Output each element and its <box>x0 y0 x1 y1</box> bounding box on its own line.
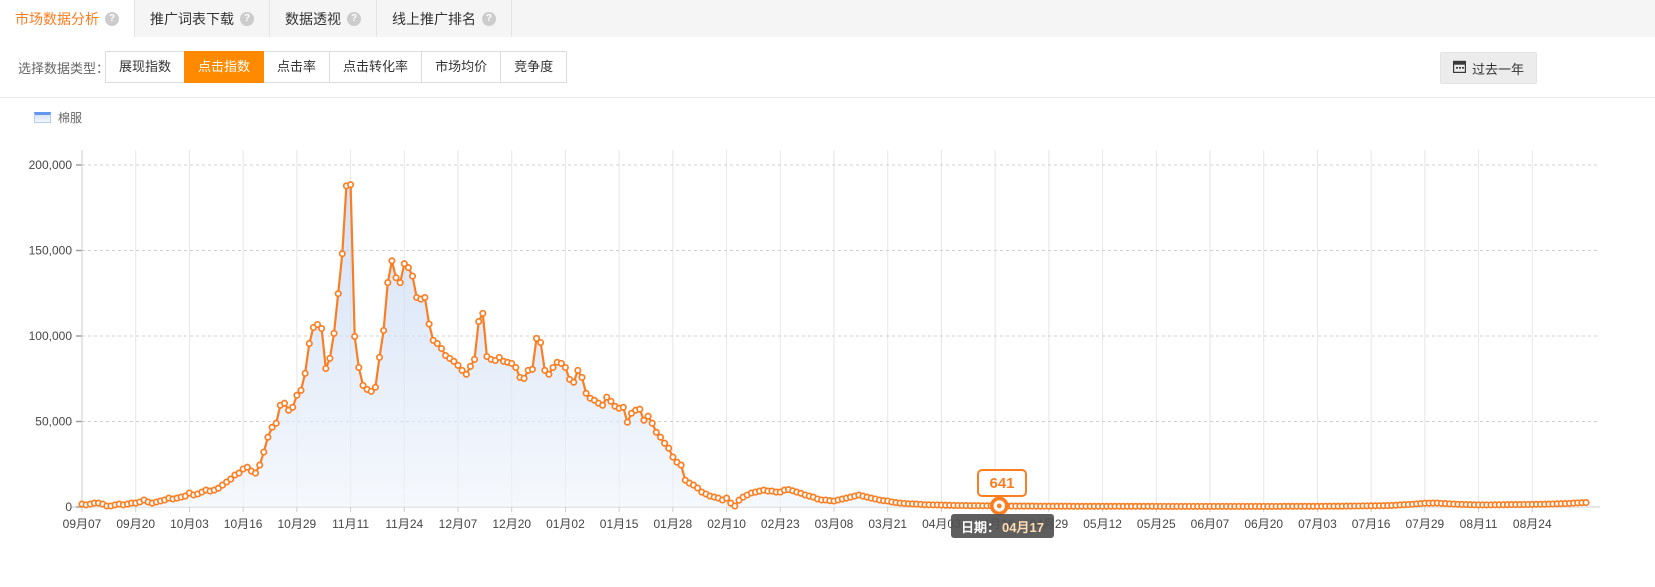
x-axis-label: 03月21 <box>868 517 907 531</box>
trend-line-chart[interactable]: 09月07 09月20 10月03 10月16 10月29 11月11 11月24 12月07… <box>0 100 1655 587</box>
help-icon[interactable]: ? <box>105 11 119 26</box>
x-axis-label: 02月23 <box>761 517 800 531</box>
help-icon[interactable]: ? <box>347 11 361 26</box>
legend-label: 棉服 <box>58 111 83 125</box>
y-axis-label: 150,000 <box>29 244 73 258</box>
x-axis-label: 10月03 <box>170 517 209 531</box>
date-tooltip: 日期： 04月17 <box>951 514 1054 538</box>
metric-click-rate[interactable]: 点击率 <box>263 51 331 83</box>
section-divider <box>0 97 1655 98</box>
metric-click-conversion-rate[interactable]: 点击转化率 <box>329 51 423 83</box>
y-axis-label: 50,000 <box>35 415 72 429</box>
x-axis-label: 06月20 <box>1244 517 1283 531</box>
tab-label: 线上推广排名 <box>392 10 476 27</box>
y-axis-label: 200,000 <box>29 158 73 172</box>
tab-market-data-analysis[interactable]: 市场数据分析 ? <box>0 0 135 38</box>
help-icon[interactable]: ? <box>482 11 496 26</box>
x-axis-label: 01月28 <box>654 517 693 531</box>
x-axis-label: 01月02 <box>546 517 585 531</box>
x-axis-label: 05月12 <box>1083 517 1122 531</box>
tab-promo-wordlist-download[interactable]: 推广词表下载 ? <box>135 0 270 37</box>
chart-legend[interactable]: 棉服 <box>34 109 82 126</box>
x-axis-label: 09月20 <box>116 517 155 531</box>
filter-label: 选择数据类型： <box>18 61 110 76</box>
x-axis-label: 07月03 <box>1298 517 1337 531</box>
y-axis-label: 100,000 <box>29 329 73 343</box>
data-type-filter-row: 选择数据类型： 展现指数 点击指数 点击率 点击转化率 市场均价 竞争度 过去一… <box>0 37 1655 97</box>
y-axis-label: 0 <box>65 500 72 514</box>
metric-segmented-control: 展现指数 点击指数 点击率 点击转化率 市场均价 竞争度 <box>105 51 568 83</box>
metric-impression-index[interactable]: 展现指数 <box>105 51 186 83</box>
date-range-label: 过去一年 <box>1471 61 1524 77</box>
metric-competition[interactable]: 竞争度 <box>500 51 568 83</box>
highlight-value-badge: 641 <box>977 469 1027 497</box>
x-axis-label: 01月15 <box>600 517 639 531</box>
x-axis-label: 10月29 <box>278 517 317 531</box>
x-axis-label: 07月29 <box>1406 517 1445 531</box>
date-range-button[interactable]: 过去一年 <box>1439 52 1537 84</box>
x-axis-label: 03月08 <box>815 517 854 531</box>
top-tab-bar: 市场数据分析 ? 推广词表下载 ? 数据透视 ? 线上推广排名 ? <box>0 0 1655 38</box>
x-axis-label: 12月20 <box>492 517 531 531</box>
metric-click-index[interactable]: 点击指数 <box>184 51 265 83</box>
x-axis-label: 12月07 <box>439 517 478 531</box>
x-axis-label: 05月25 <box>1137 517 1176 531</box>
tooltip-date-value: 04月17 <box>1002 519 1044 535</box>
x-axis-label: 06月07 <box>1191 517 1230 531</box>
tab-label: 数据透视 <box>285 10 341 27</box>
x-axis-label: 08月11 <box>1460 517 1498 531</box>
x-axis-label: 11月11 <box>332 517 369 531</box>
metric-market-avg-price[interactable]: 市场均价 <box>421 51 502 83</box>
tab-data-pivot[interactable]: 数据透视 ? <box>270 0 377 37</box>
x-axis-label: 02月10 <box>707 517 746 531</box>
x-axis-label: 08月24 <box>1513 517 1552 531</box>
help-icon[interactable]: ? <box>240 11 254 26</box>
tab-online-promo-ranking[interactable]: 线上推广排名 ? <box>377 0 512 37</box>
x-axis-label: 11月24 <box>385 517 423 531</box>
x-axis-label: 07月16 <box>1352 517 1391 531</box>
tooltip-date-label: 日期： <box>961 519 1001 535</box>
tab-label: 市场数据分析 <box>15 10 99 27</box>
x-axis-label: 09月07 <box>63 517 102 531</box>
legend-swatch-icon <box>34 112 51 123</box>
tab-label: 推广词表下载 <box>150 10 234 27</box>
calendar-icon <box>1452 60 1467 76</box>
x-axis-label: 10月16 <box>224 517 263 531</box>
